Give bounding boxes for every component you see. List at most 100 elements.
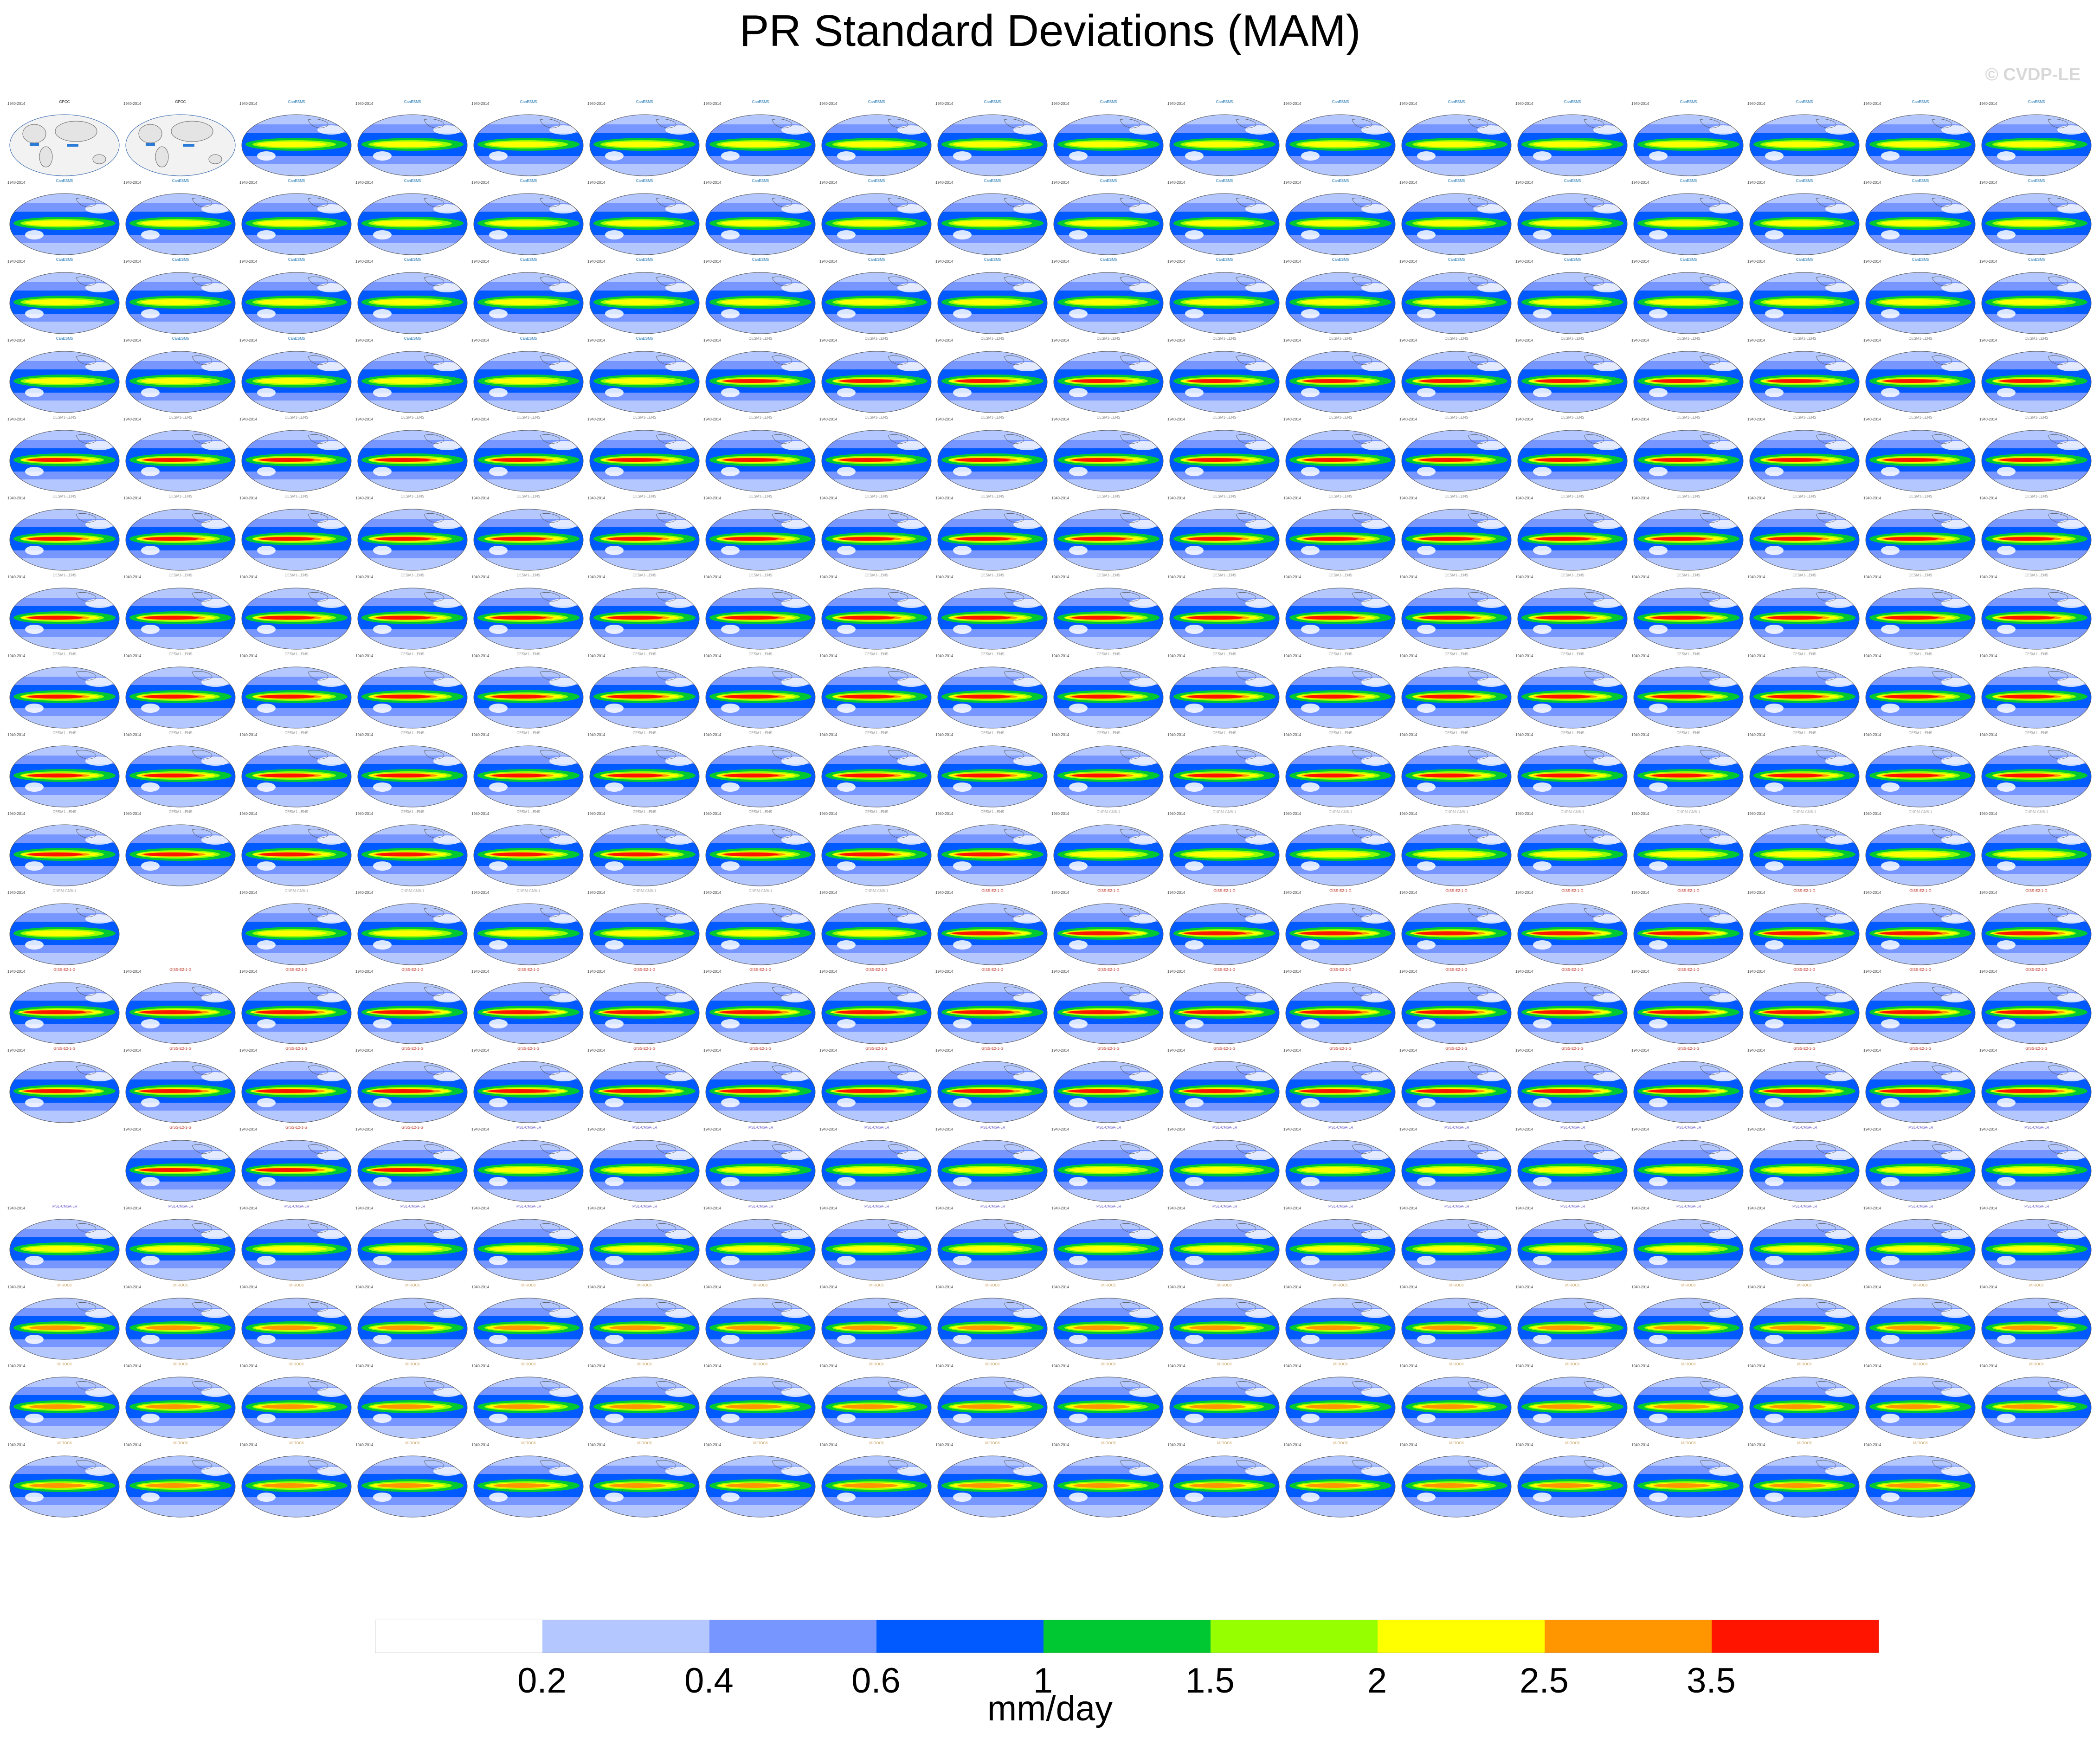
panel-title: CESM1-LENS	[1560, 494, 1585, 498]
panel-years: 1940-2014	[1631, 891, 1649, 895]
panel-years: 1940-2014	[1167, 417, 1185, 421]
panel-years: 1940-2014	[1631, 1443, 1649, 1447]
panel-years: 1940-2014	[1979, 1127, 1997, 1131]
map-panel: IPSL-CM6A-LR 1940-2014	[1050, 1204, 1166, 1285]
panel-years: 1940-2014	[819, 1443, 837, 1447]
map-panel: MIROC6 1940-2014	[702, 1283, 818, 1364]
panel-years: 1940-2014	[819, 1285, 837, 1289]
map-panel: CESM1-LENS 1940-2014	[6, 810, 122, 890]
panel-years: 1940-2014	[1399, 1048, 1417, 1053]
panel-title: IPSL-CM6A-LR	[1443, 1204, 1469, 1209]
panel-years: 1940-2014	[819, 259, 837, 264]
colorbar-tick-label: 0.6	[851, 1661, 901, 1700]
map-panel: CESM1-LENS 1940-2014	[586, 494, 702, 575]
panel-years: 1940-2014	[1399, 338, 1417, 343]
map-panel: CESM1-LENS 1940-2014	[122, 494, 238, 575]
map-panel: MIROC6 1940-2014	[934, 1283, 1050, 1364]
panel-title: MIROC6	[1913, 1283, 1928, 1287]
panel-years: 1940-2014	[1747, 575, 1765, 579]
map-panel: CNRM-CM6-1 1940-2014	[1862, 810, 1978, 890]
panel-title: CESM1-LENS	[864, 731, 889, 735]
panel-years: 1940-2014	[1631, 654, 1649, 658]
panel-title: MIROC6	[985, 1362, 1000, 1366]
panel-years: 1940-2014	[7, 1206, 26, 1210]
panel-title: CanESM5	[868, 100, 885, 104]
panel-years: 1940-2014	[703, 891, 721, 895]
panel-title: CESM1-LENS	[1096, 573, 1121, 577]
map-panel: CanESM5 1940-2014	[1282, 100, 1398, 180]
panel-title: IPSL-CM6A-LR	[1211, 1125, 1237, 1130]
panel-years: 1940-2014	[703, 969, 721, 974]
panel-years: 1940-2014	[471, 733, 490, 737]
panel-years: 1940-2014	[1167, 1127, 1185, 1131]
panel-years: 1940-2014	[355, 338, 374, 343]
panel-title: CESM1-LENS	[748, 573, 773, 577]
panel-years: 1940-2014	[239, 1206, 258, 1210]
panel-years: 1940-2014	[1631, 338, 1649, 343]
panel-years: 1940-2014	[355, 181, 374, 185]
panel-title: CESM1-LENS	[1212, 731, 1237, 735]
panel-title: MIROC6	[521, 1441, 536, 1445]
panel-title: CESM1-LENS	[980, 810, 1005, 814]
panel-title: IPSL-CM6A-LR	[283, 1204, 309, 1209]
panel-years: 1940-2014	[1747, 181, 1765, 185]
map-panel: CESM1-LENS 1940-2014	[818, 810, 934, 890]
map-panel: GISS-E2-1-G 1940-2014	[586, 1047, 702, 1127]
panel-title: IPSL-CM6A-LR	[399, 1204, 425, 1209]
panel-title: CESM1-LENS	[1444, 494, 1469, 498]
panel-years: 1940-2014	[239, 1285, 258, 1289]
panel-years: 1940-2014	[7, 1048, 26, 1053]
panel-title: CESM1-LENS	[1096, 652, 1121, 656]
map-panel: CESM1-LENS 1940-2014	[1514, 652, 1630, 732]
map-panel: CanESM5 1940-2014	[1978, 100, 2094, 180]
map-panel: GISS-E2-1-G 1940-2014	[354, 1125, 470, 1206]
panel-title: GISS-E2-1-G	[517, 968, 540, 972]
map-panel: CESM1-LENS 1940-2014	[1746, 652, 1862, 732]
panel-years: 1940-2014	[1515, 102, 1533, 106]
colorbar: 0.2 0.4 0.6 1 1.5 2 2.5 3.5	[375, 1620, 1879, 1700]
panel-title: MIROC6	[637, 1441, 652, 1445]
map-panel: CESM1-LENS 1940-2014	[1514, 415, 1630, 496]
map-panel: MIROC6 1940-2014	[1282, 1441, 1398, 1521]
map-panel: CESM1-LENS 1940-2014	[238, 652, 354, 732]
map-panel: CESM1-LENS 1940-2014	[1166, 494, 1282, 575]
map-panel: IPSL-CM6A-LR 1940-2014	[470, 1204, 586, 1285]
panel-years: 1940-2014	[1283, 338, 1301, 343]
panel-years: 1940-2014	[703, 1127, 721, 1131]
panel-years: 1940-2014	[1515, 417, 1533, 421]
panel-years: 1940-2014	[1283, 575, 1301, 579]
map-panel: MIROC6 1940-2014	[470, 1441, 586, 1521]
map-panel: CanESM5 1940-2014	[818, 100, 934, 180]
panel-title: CESM1-LENS	[1328, 652, 1353, 656]
panel-title: CNRM-CM6-1	[1676, 810, 1701, 814]
panel-years: 1940-2014	[471, 181, 490, 185]
panel-title: CanESM5	[1216, 100, 1233, 104]
map-panel: CESM1-LENS 1940-2014	[1398, 494, 1514, 575]
map-panel: CESM1-LENS 1940-2014	[586, 731, 702, 811]
map-panel: MIROC6 1940-2014	[586, 1362, 702, 1442]
map-panel: CESM1-LENS 1940-2014	[1282, 731, 1398, 811]
panel-title: CESM1-LENS	[1096, 731, 1121, 735]
panel-years: 1940-2014	[1631, 1127, 1649, 1131]
panel-title: CESM1-LENS	[400, 415, 425, 420]
panel-years: 1940-2014	[1051, 102, 1069, 106]
panel-title: IPSL-CM6A-LR	[2023, 1125, 2049, 1130]
panel-years: 1940-2014	[935, 496, 953, 500]
panel-title: GISS-E2-1-G	[1329, 889, 1352, 893]
panel-title: CanESM5	[1332, 258, 1349, 262]
panel-title: CESM1-LENS	[2024, 415, 2048, 420]
map-panel: CESM1-LENS 1940-2014	[1050, 652, 1166, 732]
panel-years: 1940-2014	[1863, 1285, 1881, 1289]
map-panel: CESM1-LENS 1940-2014	[122, 810, 238, 890]
panel-title: CESM1-LENS	[168, 494, 193, 498]
map-panel: CESM1-LENS 1940-2014	[1398, 573, 1514, 653]
panel-title: MIROC6	[1565, 1362, 1580, 1366]
panel-years: 1940-2014	[1631, 496, 1649, 500]
map-panel: GPCC 1940-2014	[6, 100, 122, 180]
panel-title: CanESM5	[636, 336, 653, 341]
panel-title: CESM1-LENS	[748, 731, 773, 735]
panel-title: GISS-E2-1-G	[401, 968, 424, 972]
map-panel: MIROC6 1940-2014	[354, 1362, 470, 1442]
panel-title: CESM1-LENS	[1792, 573, 1817, 577]
colorbar-box	[876, 1620, 1044, 1653]
